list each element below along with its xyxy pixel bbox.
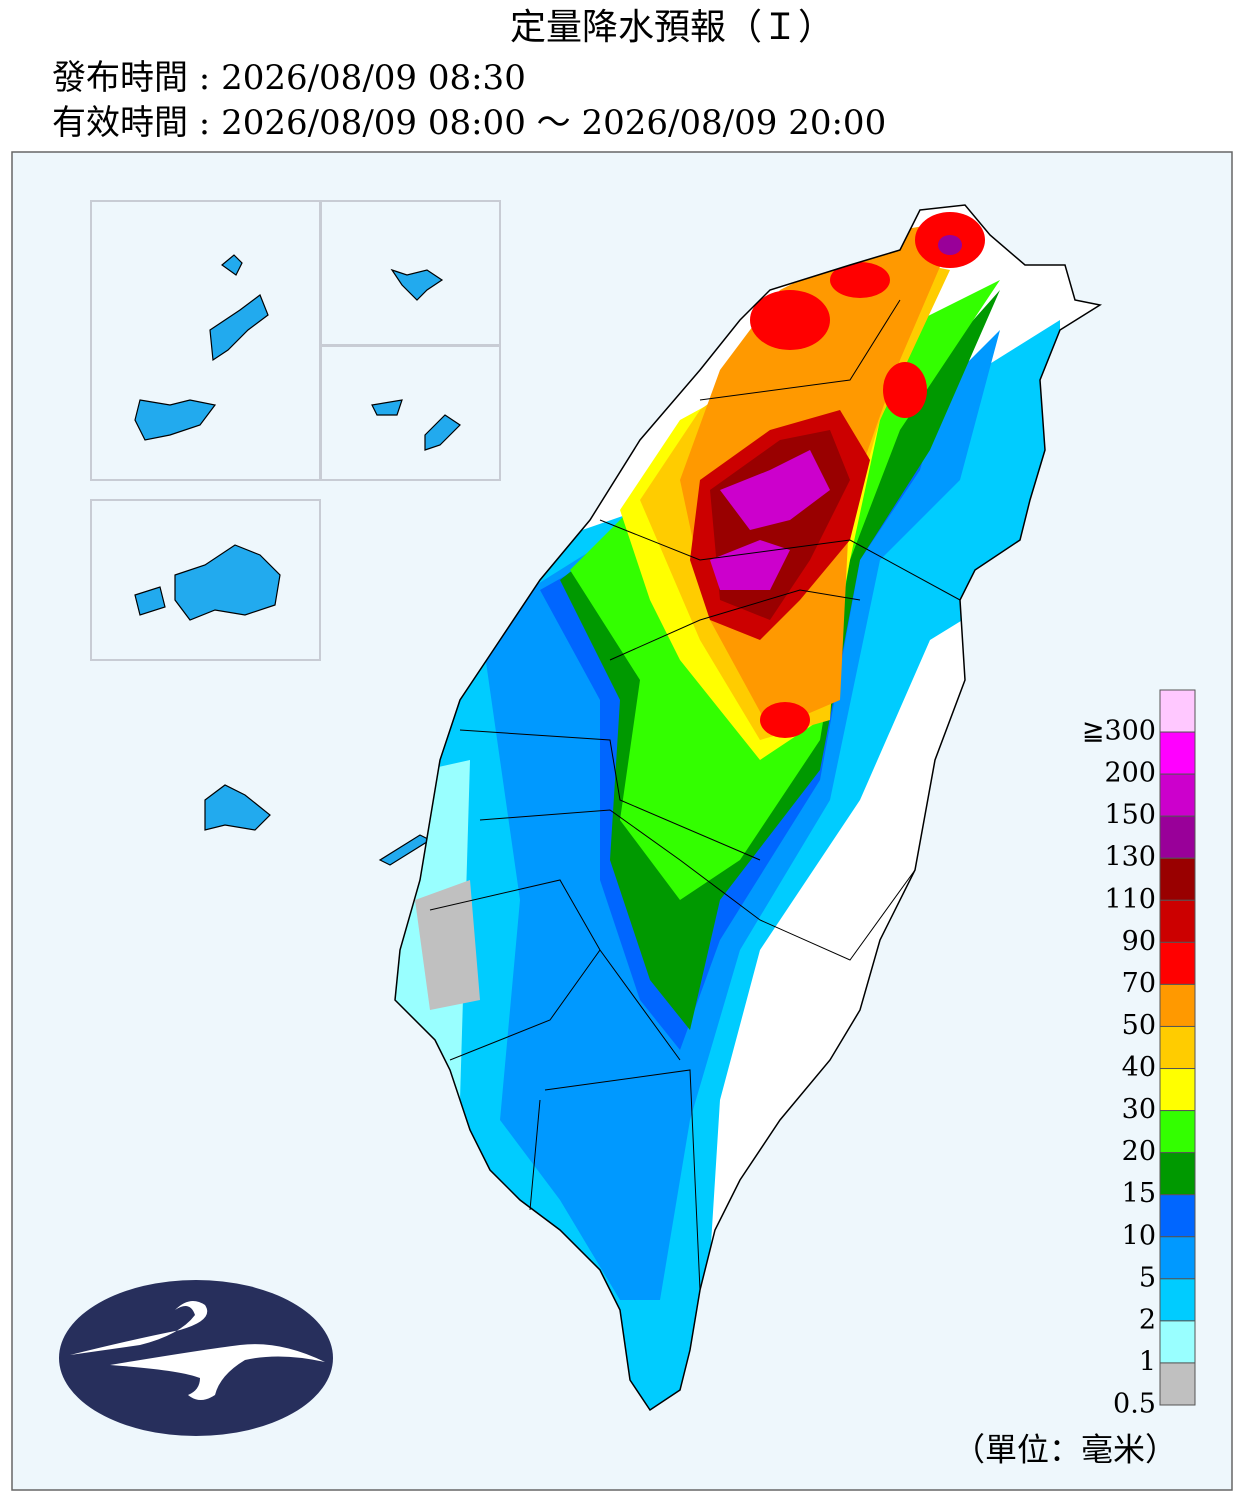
legend-label: 200: [1104, 758, 1156, 789]
legend-label: 110: [1104, 884, 1156, 915]
legend-swatch: [1159, 857, 1196, 901]
island-outline: [394, 204, 1102, 1412]
legend-swatch: [1159, 731, 1196, 775]
valid-time: 有效時間 : 2026/08/09 08:00 ～ 2026/08/09 20:…: [52, 103, 886, 143]
legend-swatch: [1159, 1362, 1196, 1406]
legend-label: 10: [1122, 1220, 1156, 1251]
legend-swatch: [1159, 689, 1196, 733]
legend-label: 90: [1122, 926, 1156, 957]
inset-boxes: [90, 200, 501, 661]
legend-label: 50: [1122, 1010, 1156, 1041]
legend-label: 0.5: [1113, 1389, 1156, 1420]
county-borders: [429, 299, 961, 1291]
legend-swatch: [1159, 1194, 1196, 1238]
legend-swatch: [1159, 1152, 1196, 1196]
legend-swatch: [1159, 941, 1196, 985]
legend-label: 150: [1104, 800, 1156, 831]
legend-swatch: [1159, 1236, 1196, 1280]
legend-swatch: [1159, 1068, 1196, 1112]
legend-swatch: [1159, 1110, 1196, 1154]
legend-label: 20: [1122, 1136, 1156, 1167]
legend-label: 2: [1139, 1304, 1156, 1335]
legend-label: 30: [1122, 1094, 1156, 1125]
legend-label: 130: [1104, 842, 1156, 873]
cwa-logo: [59, 1280, 333, 1436]
legend-swatch: [1159, 899, 1196, 943]
legend-swatch: [1159, 1320, 1196, 1364]
legend-label: ≧300: [1082, 716, 1156, 747]
legend-unit: （單位：毫米）: [953, 1431, 1177, 1469]
legend-swatch: [1159, 815, 1196, 859]
legend: ≧300 200 150 130 110 90 70 50 40 30 20 15 10 5 2 1 0.5: [1082, 689, 1196, 1420]
legend-swatch: [1159, 773, 1196, 817]
islands: [134, 254, 461, 866]
legend-swatch: [1159, 1278, 1196, 1322]
title: 定量降水預報（Ｉ）: [510, 7, 834, 48]
legend-label: 40: [1122, 1052, 1156, 1083]
legend-label: 70: [1122, 968, 1156, 999]
issued-time: 發布時間 : 2026/08/09 08:30: [52, 58, 526, 98]
legend-label: 1: [1139, 1346, 1156, 1377]
legend-label: 15: [1122, 1178, 1156, 1209]
legend-label: 5: [1139, 1262, 1156, 1293]
legend-swatch: [1159, 1025, 1196, 1070]
legend-swatch: [1159, 983, 1196, 1027]
